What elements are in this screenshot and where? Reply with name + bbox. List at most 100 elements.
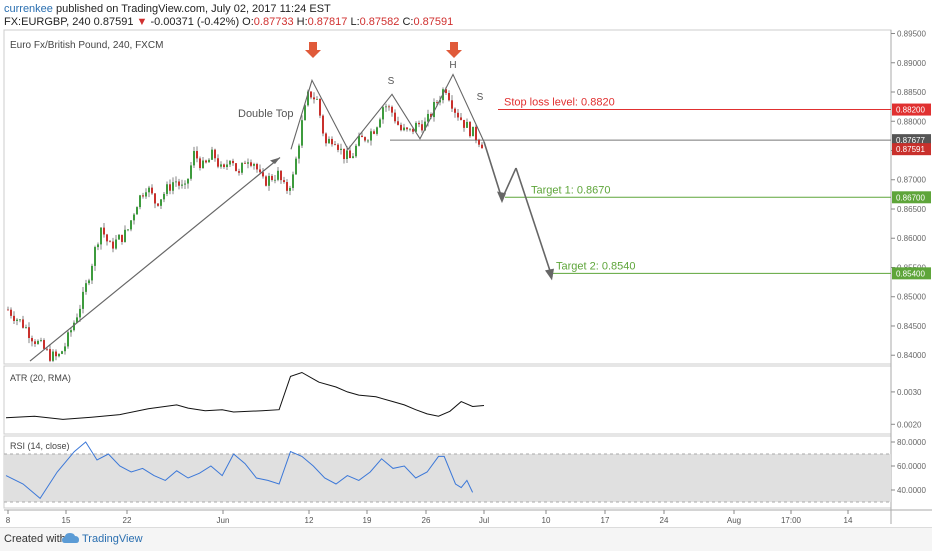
candle-body xyxy=(142,195,144,197)
candle-body xyxy=(235,163,237,172)
open-value: 0.87733 xyxy=(253,16,294,28)
candle-body xyxy=(199,158,201,169)
candle-body xyxy=(241,162,243,173)
price-tick-label: 0.87000 xyxy=(897,176,926,185)
candle-body xyxy=(466,121,468,128)
open-label: O: xyxy=(242,16,254,28)
candle-body xyxy=(88,280,90,284)
candle-body xyxy=(277,170,279,180)
candle-body xyxy=(73,322,75,331)
time-tick-label: 24 xyxy=(660,516,669,525)
candle-body xyxy=(403,127,405,131)
candle-body xyxy=(148,187,150,193)
candle-body xyxy=(154,193,156,204)
close-value: 0.87591 xyxy=(413,16,454,28)
head-annotation: H xyxy=(449,60,456,71)
candle-body xyxy=(355,145,357,157)
rsi-tick-label: 60.0000 xyxy=(897,462,926,471)
projection-arrowhead-icon xyxy=(545,268,554,281)
candle-body xyxy=(205,160,207,163)
low-value: 0.87582 xyxy=(359,16,400,28)
time-tick-label: 22 xyxy=(123,516,132,525)
atr-panel-frame xyxy=(3,365,892,435)
candle-body xyxy=(97,244,99,248)
candle-body xyxy=(103,227,105,235)
candle-body xyxy=(388,106,390,108)
candle-body xyxy=(31,338,33,342)
tradingview-brand-link[interactable]: TradingView xyxy=(82,533,143,545)
candle-body xyxy=(358,135,360,146)
candle-body xyxy=(430,113,432,118)
candle-body xyxy=(433,102,435,118)
head-shoulders-outline xyxy=(290,73,485,151)
rsi-line xyxy=(5,441,474,500)
time-tick-label: 17:00 xyxy=(781,516,802,525)
candle-body xyxy=(439,100,441,103)
candle-body xyxy=(457,112,459,118)
time-tick-label: 10 xyxy=(542,516,551,525)
symbol-price: FX:EURGBP, 240 0.87591 xyxy=(4,16,137,28)
candle-body xyxy=(223,164,225,168)
candle-body xyxy=(379,119,381,128)
rsi-tick-label: 40.0000 xyxy=(897,486,926,495)
candle-body xyxy=(283,180,285,183)
candle-body xyxy=(37,340,39,344)
candle-body xyxy=(481,144,483,149)
tradingview-cloud-icon xyxy=(62,533,79,543)
candle-body xyxy=(292,174,294,188)
candle-body xyxy=(28,327,30,339)
candle-body xyxy=(157,203,159,206)
candle-body xyxy=(145,192,147,197)
candle-body xyxy=(271,175,273,180)
rsi-tick-label: 80.0000 xyxy=(897,438,926,447)
candle-body xyxy=(247,162,249,164)
current-price-tag-text: 0.87591 xyxy=(896,145,925,154)
candle-body xyxy=(25,327,27,329)
symbol-ohlc-line: FX:EURGBP, 240 0.87591 ▼ -0.00371 (-0.42… xyxy=(4,16,453,28)
candle-body xyxy=(301,120,303,146)
candle-body xyxy=(118,234,120,240)
candle-body xyxy=(115,239,117,249)
published-text: published on TradingView.com, July 02, 2… xyxy=(52,3,331,15)
candle-body xyxy=(121,234,123,242)
candle-body xyxy=(184,183,186,185)
candle-body xyxy=(349,150,351,159)
candle-body xyxy=(7,309,9,311)
candle-body xyxy=(79,308,81,318)
uptrend-line xyxy=(29,157,281,362)
candle-body xyxy=(67,332,69,347)
candle-body xyxy=(193,150,195,166)
projection-arrowhead-icon xyxy=(497,191,506,204)
low-label: L: xyxy=(347,16,360,28)
candle-body xyxy=(112,241,114,249)
candle-body xyxy=(256,163,258,170)
price-tick-label: 0.84500 xyxy=(897,322,926,331)
time-tick-label: 19 xyxy=(363,516,372,525)
candle-body xyxy=(316,99,318,100)
time-tick-label: 15 xyxy=(62,516,71,525)
publisher-user-link[interactable]: currenkee xyxy=(4,3,53,15)
candle-body xyxy=(169,184,171,191)
candle-body xyxy=(91,265,93,281)
candle-body xyxy=(478,140,480,145)
candle-body xyxy=(10,309,12,316)
footer-bar: Created with TradingView xyxy=(0,527,932,551)
candle-body xyxy=(286,182,288,191)
candle-body xyxy=(427,113,429,122)
candle-body xyxy=(253,163,255,166)
candle-body xyxy=(397,121,399,125)
candle-body xyxy=(106,234,108,242)
price-level-label: Target 2: 0.8540 xyxy=(556,260,636,272)
time-tick-label: Jun xyxy=(217,516,230,525)
candle-body xyxy=(70,330,72,333)
candle-body xyxy=(40,340,42,341)
trend-arrowhead-icon xyxy=(270,157,280,164)
candle-body xyxy=(196,150,198,159)
atr-tick-label: 0.0030 xyxy=(897,388,922,397)
candle-body xyxy=(187,178,189,184)
time-tick-label: 26 xyxy=(422,516,431,525)
candle-body xyxy=(406,127,408,130)
publisher-line: currenkee published on TradingView.com, … xyxy=(4,3,331,15)
candle-body xyxy=(319,99,321,116)
chart-canvas[interactable]: Euro Fx/British Pound, 240, FXCM ATR (20,… xyxy=(0,0,932,527)
